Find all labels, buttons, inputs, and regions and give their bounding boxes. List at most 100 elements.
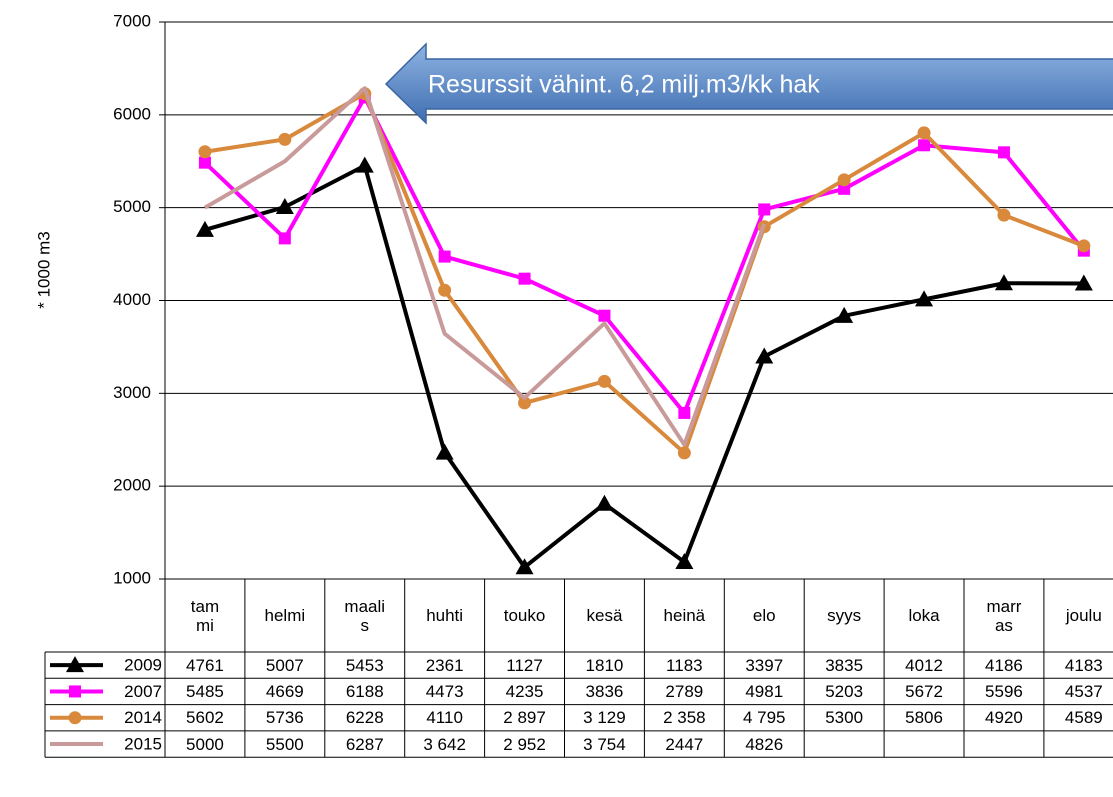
marker <box>518 272 531 285</box>
data-label: 6188 <box>345 681 384 701</box>
data-label: 4473 <box>425 681 464 701</box>
legend-label: 2014 <box>124 708 162 727</box>
x-tick-label: touko <box>503 606 546 625</box>
data-label: 4235 <box>505 681 544 701</box>
marker <box>69 685 81 698</box>
y-tick-label: 4000 <box>113 290 151 309</box>
data-label: 3 642 <box>423 734 466 754</box>
data-label: 4110 <box>426 708 463 728</box>
x-tick-label: maali s <box>344 596 386 635</box>
marker <box>915 290 934 307</box>
y-axis-label: * 1000 m3 <box>34 231 53 309</box>
y-tick-label: 7000 <box>113 11 151 30</box>
data-label: 5672 <box>905 681 943 701</box>
y-tick-label: 1000 <box>113 568 151 587</box>
data-label: 5453 <box>345 655 384 675</box>
marker <box>917 126 931 140</box>
series-line <box>203 95 1086 415</box>
data-label: 5007 <box>265 655 304 675</box>
x-tick-label: huhti <box>426 606 464 625</box>
marker <box>838 182 851 195</box>
data-label: 3 754 <box>583 734 626 754</box>
x-tick-label: elo <box>752 606 776 625</box>
data-label: 2 358 <box>663 708 706 728</box>
x-tick-label: joulu <box>1065 606 1102 625</box>
marker <box>755 347 774 364</box>
data-label: 4589 <box>1064 708 1103 728</box>
x-tick-label: helmi <box>264 606 306 625</box>
annotation-arrow <box>384 42 1113 125</box>
marker <box>515 558 534 575</box>
legend-label: 2015 <box>124 735 162 754</box>
marker <box>68 711 82 725</box>
data-label: 4012 <box>905 655 943 675</box>
marker <box>438 250 451 263</box>
data-label: 5485 <box>186 681 224 701</box>
y-tick-label: 6000 <box>113 104 151 123</box>
marker <box>597 374 611 388</box>
series-line <box>204 163 1084 570</box>
series-line <box>203 86 767 447</box>
marker <box>275 198 294 215</box>
data-label: 5596 <box>985 681 1023 701</box>
x-tick-label: kesä <box>586 606 623 625</box>
data-label: 4537 <box>1064 681 1103 701</box>
marker <box>598 309 611 322</box>
marker <box>195 220 214 237</box>
marker <box>198 156 211 169</box>
data-label: 3835 <box>825 655 864 675</box>
data-label: 4183 <box>1064 655 1103 675</box>
marker <box>835 306 854 323</box>
marker <box>198 145 212 159</box>
marker <box>66 656 84 673</box>
marker <box>677 446 691 460</box>
data-label: 5203 <box>825 681 864 701</box>
x-tick-label: marr as <box>986 596 1022 635</box>
y-tick-label: 2000 <box>113 476 151 495</box>
data-label: 2361 <box>425 655 464 675</box>
series <box>198 91 1090 419</box>
data-label: 1183 <box>666 655 703 675</box>
data-label: 5736 <box>265 708 304 728</box>
data-label: 4669 <box>265 681 304 701</box>
data-label: 3 129 <box>583 708 626 728</box>
x-tick-label: heinä <box>663 606 706 625</box>
marker <box>758 203 771 216</box>
data-label: 1127 <box>506 655 543 675</box>
marker <box>675 553 694 570</box>
x-tick-label: tam mi <box>190 596 220 635</box>
data-label: 4920 <box>985 708 1023 728</box>
marker <box>1074 274 1093 291</box>
data-label: 6228 <box>345 708 384 728</box>
y-tick-label: 3000 <box>113 383 151 402</box>
series <box>195 156 1093 575</box>
marker <box>438 283 452 297</box>
data-label: 4186 <box>985 655 1023 675</box>
x-tick-label: syys <box>827 606 862 625</box>
x-tick-label: loka <box>908 606 940 625</box>
data-label: 1810 <box>585 655 624 675</box>
series <box>198 87 1091 460</box>
annotation: Resurssit vähint. 6,2 milj.m3/kk hak <box>428 71 820 99</box>
data-label: 4981 <box>745 681 784 701</box>
marker <box>678 406 691 419</box>
marker <box>595 494 614 511</box>
data-label: 4761 <box>186 655 224 675</box>
data-label: 4826 <box>745 734 784 754</box>
data-label: 5806 <box>905 708 943 728</box>
marker <box>435 443 454 460</box>
marker <box>837 173 851 187</box>
data-label: 5300 <box>825 708 864 728</box>
data-label: 6287 <box>345 734 384 754</box>
data-label: 2789 <box>665 681 704 701</box>
y-tick-label: 5000 <box>113 197 151 216</box>
marker <box>1077 239 1091 253</box>
data-label: 5000 <box>186 734 224 754</box>
marker <box>278 232 291 245</box>
data-label: 5602 <box>186 708 224 728</box>
data-label: 5500 <box>265 734 304 754</box>
data-label: 3397 <box>745 655 784 675</box>
marker <box>997 208 1011 222</box>
